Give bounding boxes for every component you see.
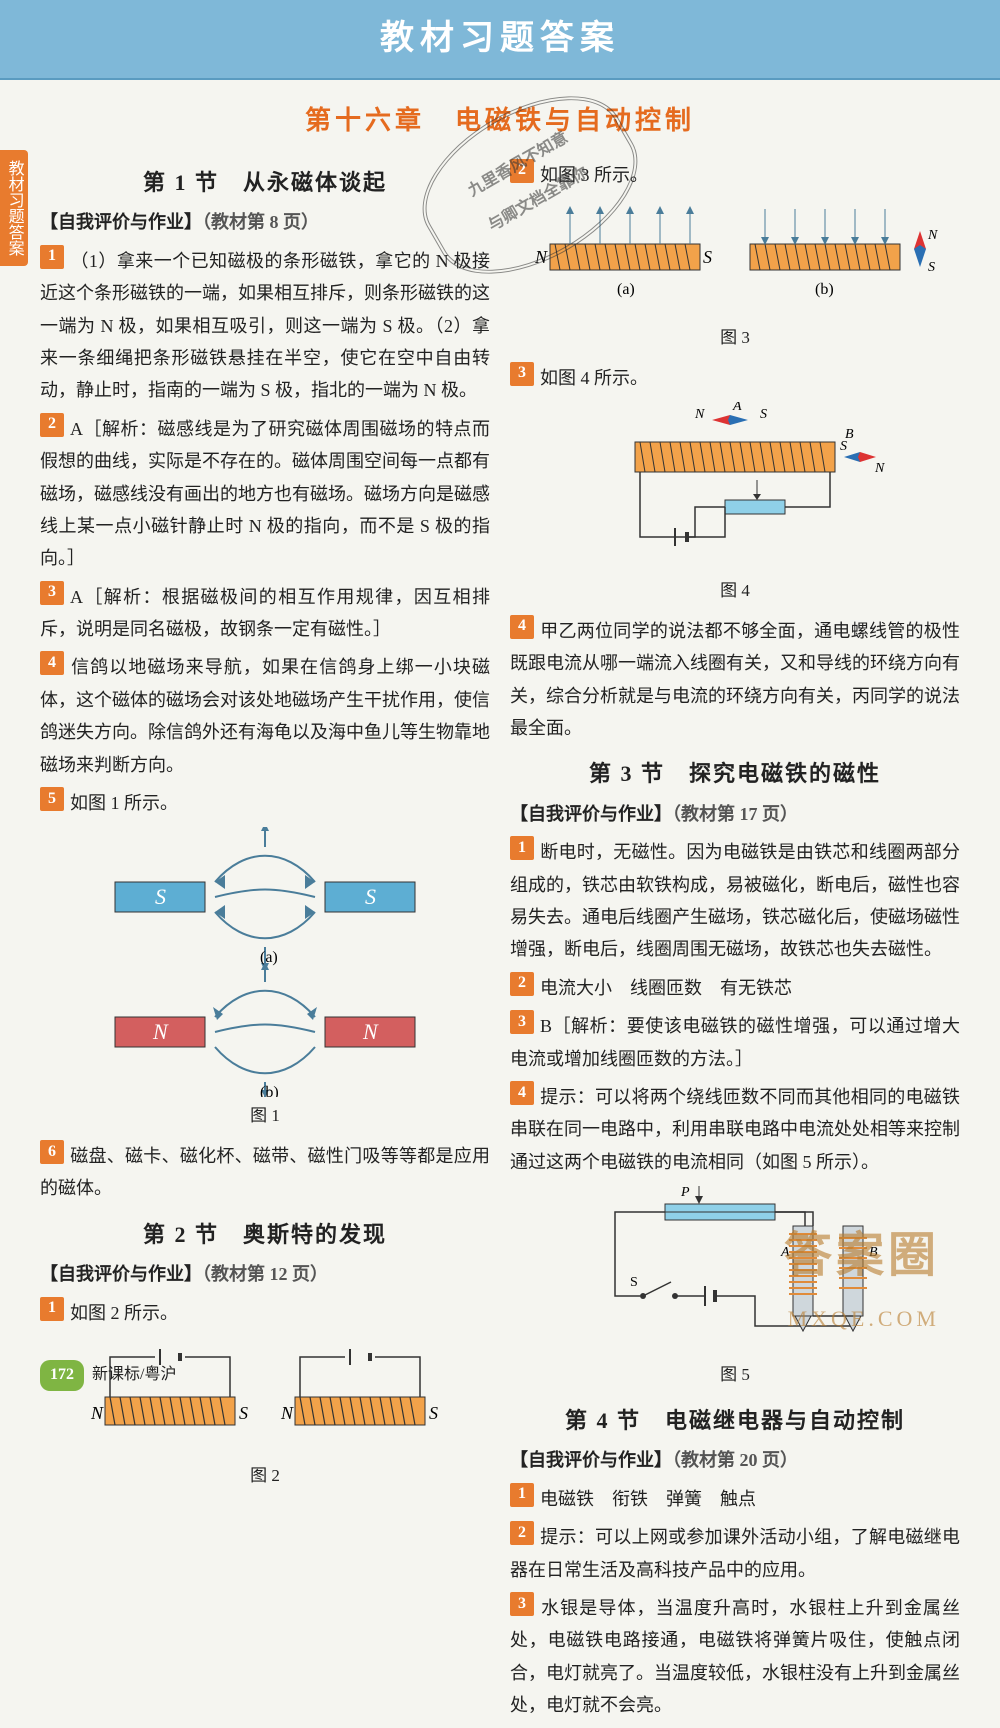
sec2-q4: 4甲乙两位同学的说法都不够全面，通电螺线管的极性既跟电流从哪一端流入线圈有关，又… [510, 615, 960, 745]
side-tab: 教材习题答案 [0, 150, 28, 266]
svg-text:(b): (b) [815, 281, 834, 298]
page-number: 172 [40, 1360, 84, 1391]
figure-1: S S (a) [40, 827, 490, 1132]
figure-3: N S (a) [510, 199, 960, 354]
svg-text:N: N [362, 1019, 379, 1044]
svg-text:P: P [680, 1186, 690, 1200]
left-column: 第 1 节 从永磁体谈起 【自我评价与作业】（教材第 8 页） 1（1）拿来一个… [40, 153, 490, 1728]
svg-text:(b): (b) [260, 1084, 279, 1097]
svg-text:S: S [239, 1403, 248, 1423]
sec4-title: 第 4 节 电磁继电器与自动控制 [510, 1401, 960, 1441]
svg-text:A: A [732, 402, 742, 414]
sec2-q3: 3如图 4 所示。 [510, 362, 960, 394]
sec1-q5: 5如图 1 所示。 [40, 787, 490, 819]
svg-text:S: S [703, 247, 712, 267]
svg-text:S: S [429, 1403, 438, 1423]
sec3-q3: 3B［解析：要使该电磁铁的磁性增强，可以通过增大电流或增加线圈匝数的方法。］ [510, 1010, 960, 1075]
svg-text:B: B [845, 427, 854, 442]
sec2-q1: 1如图 2 所示。 [40, 1297, 490, 1329]
sec1-q1: 1（1）拿来一个已知磁极的条形磁铁，拿它的 N 极接近这个条形磁铁的一端，如果相… [40, 245, 490, 407]
svg-text:(a): (a) [260, 949, 278, 966]
figure-4: N S A S N B [510, 402, 960, 607]
sec1-q6: 6磁盘、磁卡、磁化杯、磁带、磁性门吸等等都是应用的磁体。 [40, 1140, 490, 1205]
svg-text:S: S [155, 884, 166, 909]
svg-text:S: S [928, 260, 935, 275]
page-banner: 教材习题答案 [0, 0, 1000, 80]
sec4-q3: 3水银是导体，当温度升高时，水银柱上升到金属丝处，电磁铁电路接通，电磁铁将弹簧片… [510, 1592, 960, 1722]
svg-text:N: N [874, 461, 885, 476]
sec4-q1: 1电磁铁 衔铁 弹簧 触点 [510, 1483, 960, 1515]
svg-text:(a): (a) [617, 281, 635, 298]
sec1-q3: 3A［解析：根据磁极间的相互作用规律，因互相排斥，说明是同名磁极，故钢条一定有磁… [40, 581, 490, 646]
svg-text:N: N [534, 247, 548, 267]
sec1-meta: 【自我评价与作业】（教材第 8 页） [40, 206, 490, 238]
sec1-title: 第 1 节 从永磁体谈起 [40, 163, 490, 203]
sec3-q4: 4提示：可以将两个绕线匝数不同而其他相同的电磁铁串联在同一电路中，利用串联电路中… [510, 1081, 960, 1178]
footer-label: 新课标/粤沪 [92, 1361, 176, 1390]
chapter-title: 第十六章 电磁铁与自动控制 [40, 98, 960, 145]
sec3-title: 第 3 节 探究电磁铁的磁性 [510, 754, 960, 794]
sec4-q2: 2提示：可以上网或参加课外活动小组，了解电磁继电器在日常生活及高科技产品中的应用… [510, 1521, 960, 1586]
sec4-meta: 【自我评价与作业】（教材第 20 页） [510, 1444, 960, 1476]
watermark-main: 答案圈 [784, 1213, 940, 1299]
svg-text:S: S [630, 1275, 638, 1290]
svg-text:S: S [760, 407, 767, 422]
svg-text:N: N [280, 1403, 294, 1423]
watermark-sub: MXQE.COM [788, 1299, 940, 1339]
sec2-q2: 2如图 3 所示。 [510, 159, 960, 191]
page-footer: 172 新课标/粤沪 [40, 1360, 176, 1391]
sec2-meta: 【自我评价与作业】（教材第 12 页） [40, 1258, 490, 1290]
svg-text:N: N [694, 407, 705, 422]
sec2-title: 第 2 节 奥斯特的发现 [40, 1215, 490, 1255]
svg-text:S: S [365, 884, 376, 909]
sec3-meta: 【自我评价与作业】（教材第 17 页） [510, 798, 960, 830]
sec1-q4: 4信鸽以地磁场来导航，如果在信鸽身上绑一小块磁体，这个磁体的磁场会对该处地磁场产… [40, 651, 490, 781]
sec3-q1: 1断电时，无磁性。因为电磁铁是由铁芯和线圈两部分组成的，铁芯由软铁构成，易被磁化… [510, 836, 960, 966]
svg-text:N: N [927, 228, 938, 243]
svg-text:N: N [90, 1403, 104, 1423]
sec3-q2: 2电流大小 线圈匝数 有无铁芯 [510, 972, 960, 1004]
right-column: 2如图 3 所示。 N S (a) [510, 153, 960, 1728]
svg-text:N: N [152, 1019, 169, 1044]
sec1-q2: 2A［解析：磁感线是为了研究磁体周围磁场的特点而假想的曲线，实际是不存在的。磁体… [40, 413, 490, 575]
